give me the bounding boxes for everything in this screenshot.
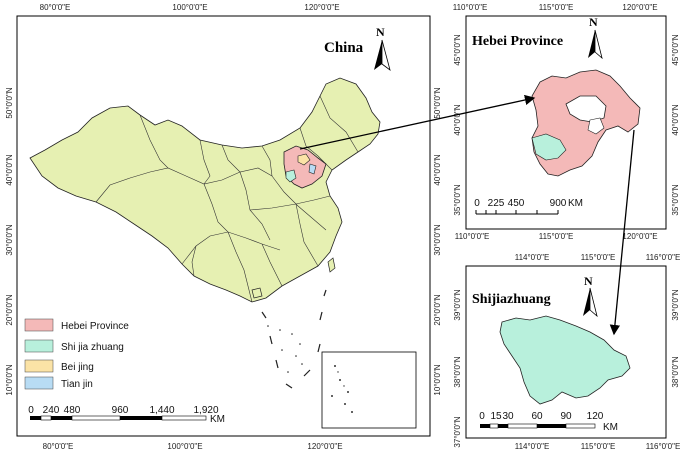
- svg-text:N: N: [589, 15, 598, 29]
- svg-text:90: 90: [560, 411, 572, 422]
- svg-text:240: 240: [43, 405, 60, 416]
- china-top-tick: 80°0'0"E: [40, 3, 71, 12]
- sjz-right-tick: 38°0'0"N: [671, 356, 680, 387]
- hebei-top-tick: 110°0'0"E: [453, 3, 488, 12]
- svg-text:0: 0: [474, 198, 480, 209]
- svg-text:15: 15: [490, 411, 502, 422]
- hebei-right-tick: 45°0'0"N: [671, 34, 680, 65]
- svg-text:N: N: [376, 25, 385, 39]
- china-bottom-tick: 120°0'0"E: [307, 442, 342, 451]
- china-left-tick: 30°0'0"N: [5, 224, 14, 255]
- svg-text:KM: KM: [568, 198, 583, 209]
- svg-text:0: 0: [479, 411, 485, 422]
- svg-text:1,920: 1,920: [193, 405, 218, 416]
- hebei-scale-bar: 0 225 450 900 KM: [474, 198, 583, 215]
- legend-swatch-shijiazhuang: [24, 339, 54, 353]
- hainan-island: [251, 287, 263, 299]
- legend-swatch-hebei: [24, 318, 54, 332]
- taiwan-island: [327, 257, 336, 273]
- hebei-right-tick: 35°0'0"N: [671, 184, 680, 215]
- hebei-left-tick: 45°0'0"N: [453, 34, 462, 65]
- sjz-bottom-tick: 114°0'0"E: [515, 442, 550, 451]
- legend-swatch-beijing: [24, 359, 54, 373]
- svg-text:480: 480: [64, 405, 81, 416]
- china-bottom-tick: 80°0'0"E: [43, 442, 74, 451]
- svg-text:0: 0: [28, 405, 34, 416]
- svg-text:30: 30: [502, 411, 514, 422]
- north-arrow-icon: N: [374, 25, 391, 72]
- hebei-left-tick: 40°0'0"N: [453, 104, 462, 135]
- south-sea-islands: [267, 325, 303, 373]
- south-sea-inset: [321, 351, 417, 429]
- hebei-left-tick: 35°0'0"N: [453, 184, 462, 215]
- arrow-china-to-hebei: [299, 94, 536, 150]
- arrow-hebei-to-shijiazhuang: [609, 129, 635, 336]
- svg-text:1,440: 1,440: [149, 405, 174, 416]
- hebei-bottom-tick: 110°0'0"E: [455, 232, 490, 241]
- sjz-bottom-tick: 116°0'0"E: [646, 442, 681, 451]
- sjz-right-tick: 39°0'0"N: [671, 289, 680, 320]
- sjz-top-tick: 116°0'0"E: [646, 253, 681, 262]
- hebei-bottom-tick: 120°0'0"E: [622, 232, 657, 241]
- shijiazhuang-city-shape: [499, 315, 631, 405]
- hebei-right-tick: 40°0'0"N: [671, 104, 680, 135]
- legend-label: Shi jia zhuang: [61, 342, 124, 353]
- svg-text:900: 900: [550, 198, 567, 209]
- map-legend: Hebei Province Shi jia zhuang Bei jing T…: [24, 318, 129, 390]
- hebei-top-tick: 115°0'0"E: [539, 3, 574, 12]
- sjz-top-tick: 115°0'0"E: [581, 253, 616, 262]
- china-left-tick: 40°0'0"N: [5, 154, 14, 185]
- sjz-left-tick: 38°0'0"N: [453, 356, 462, 387]
- china-top-tick: 120°0'0"E: [304, 3, 339, 12]
- china-right-tick: 30°0'0"N: [433, 224, 442, 255]
- china-right-tick: 50°0'0"N: [433, 87, 442, 118]
- sjz-left-tick: 37°0'0"N: [453, 416, 462, 447]
- svg-text:KM: KM: [210, 414, 225, 425]
- china-top-tick: 100°0'0"E: [172, 3, 207, 12]
- svg-text:N: N: [584, 274, 593, 288]
- legend-label: Bei jing: [61, 362, 94, 373]
- north-arrow-icon: N: [588, 15, 603, 60]
- svg-text:60: 60: [531, 411, 543, 422]
- svg-text:225: 225: [488, 198, 505, 209]
- hebei-title: Hebei Province: [472, 34, 563, 49]
- hebei-bottom-tick: 115°0'0"E: [539, 232, 574, 241]
- tianjin-region: [308, 163, 317, 175]
- shijiazhuang-region-small: [285, 169, 297, 183]
- beijing-region: [297, 153, 311, 166]
- legend-label: Tian jin: [61, 379, 93, 390]
- china-left-tick: 20°0'0"N: [5, 294, 14, 325]
- inset-islands: [331, 365, 353, 413]
- north-arrow-icon: N: [583, 274, 598, 318]
- shijiazhuang-title: Shijiazhuang: [472, 292, 551, 307]
- svg-text:450: 450: [508, 198, 525, 209]
- legend-label: Hebei Province: [61, 321, 129, 332]
- sjz-bottom-tick: 115°0'0"E: [581, 442, 616, 451]
- china-right-tick: 20°0'0"N: [433, 294, 442, 325]
- legend-swatch-tianjin: [24, 376, 54, 390]
- china-title: China: [324, 40, 364, 56]
- china-left-tick: 50°0'0"N: [5, 87, 14, 118]
- svg-text:960: 960: [112, 405, 129, 416]
- sjz-left-tick: 39°0'0"N: [453, 289, 462, 320]
- hebei-top-tick: 120°0'0"E: [622, 3, 657, 12]
- china-scale-bar: 0 240 480 960 1,440 1,920 KM: [28, 405, 225, 425]
- shijiazhuang-scale-bar: 0 15 30 60 90 120 KM: [479, 411, 618, 433]
- sjz-top-tick: 114°0'0"E: [515, 253, 550, 262]
- china-right-tick: 40°0'0"N: [433, 154, 442, 185]
- svg-text:KM: KM: [603, 422, 618, 433]
- hebei-inner-hole: [587, 117, 605, 135]
- china-right-tick: 10°0'0"N: [433, 364, 442, 395]
- south-sea-dashes: [261, 289, 327, 389]
- svg-text:120: 120: [587, 411, 604, 422]
- china-left-tick: 10°0'0"N: [5, 364, 14, 395]
- shijiazhuang-in-hebei: [531, 133, 567, 161]
- china-bottom-tick: 100°0'0"E: [167, 442, 202, 451]
